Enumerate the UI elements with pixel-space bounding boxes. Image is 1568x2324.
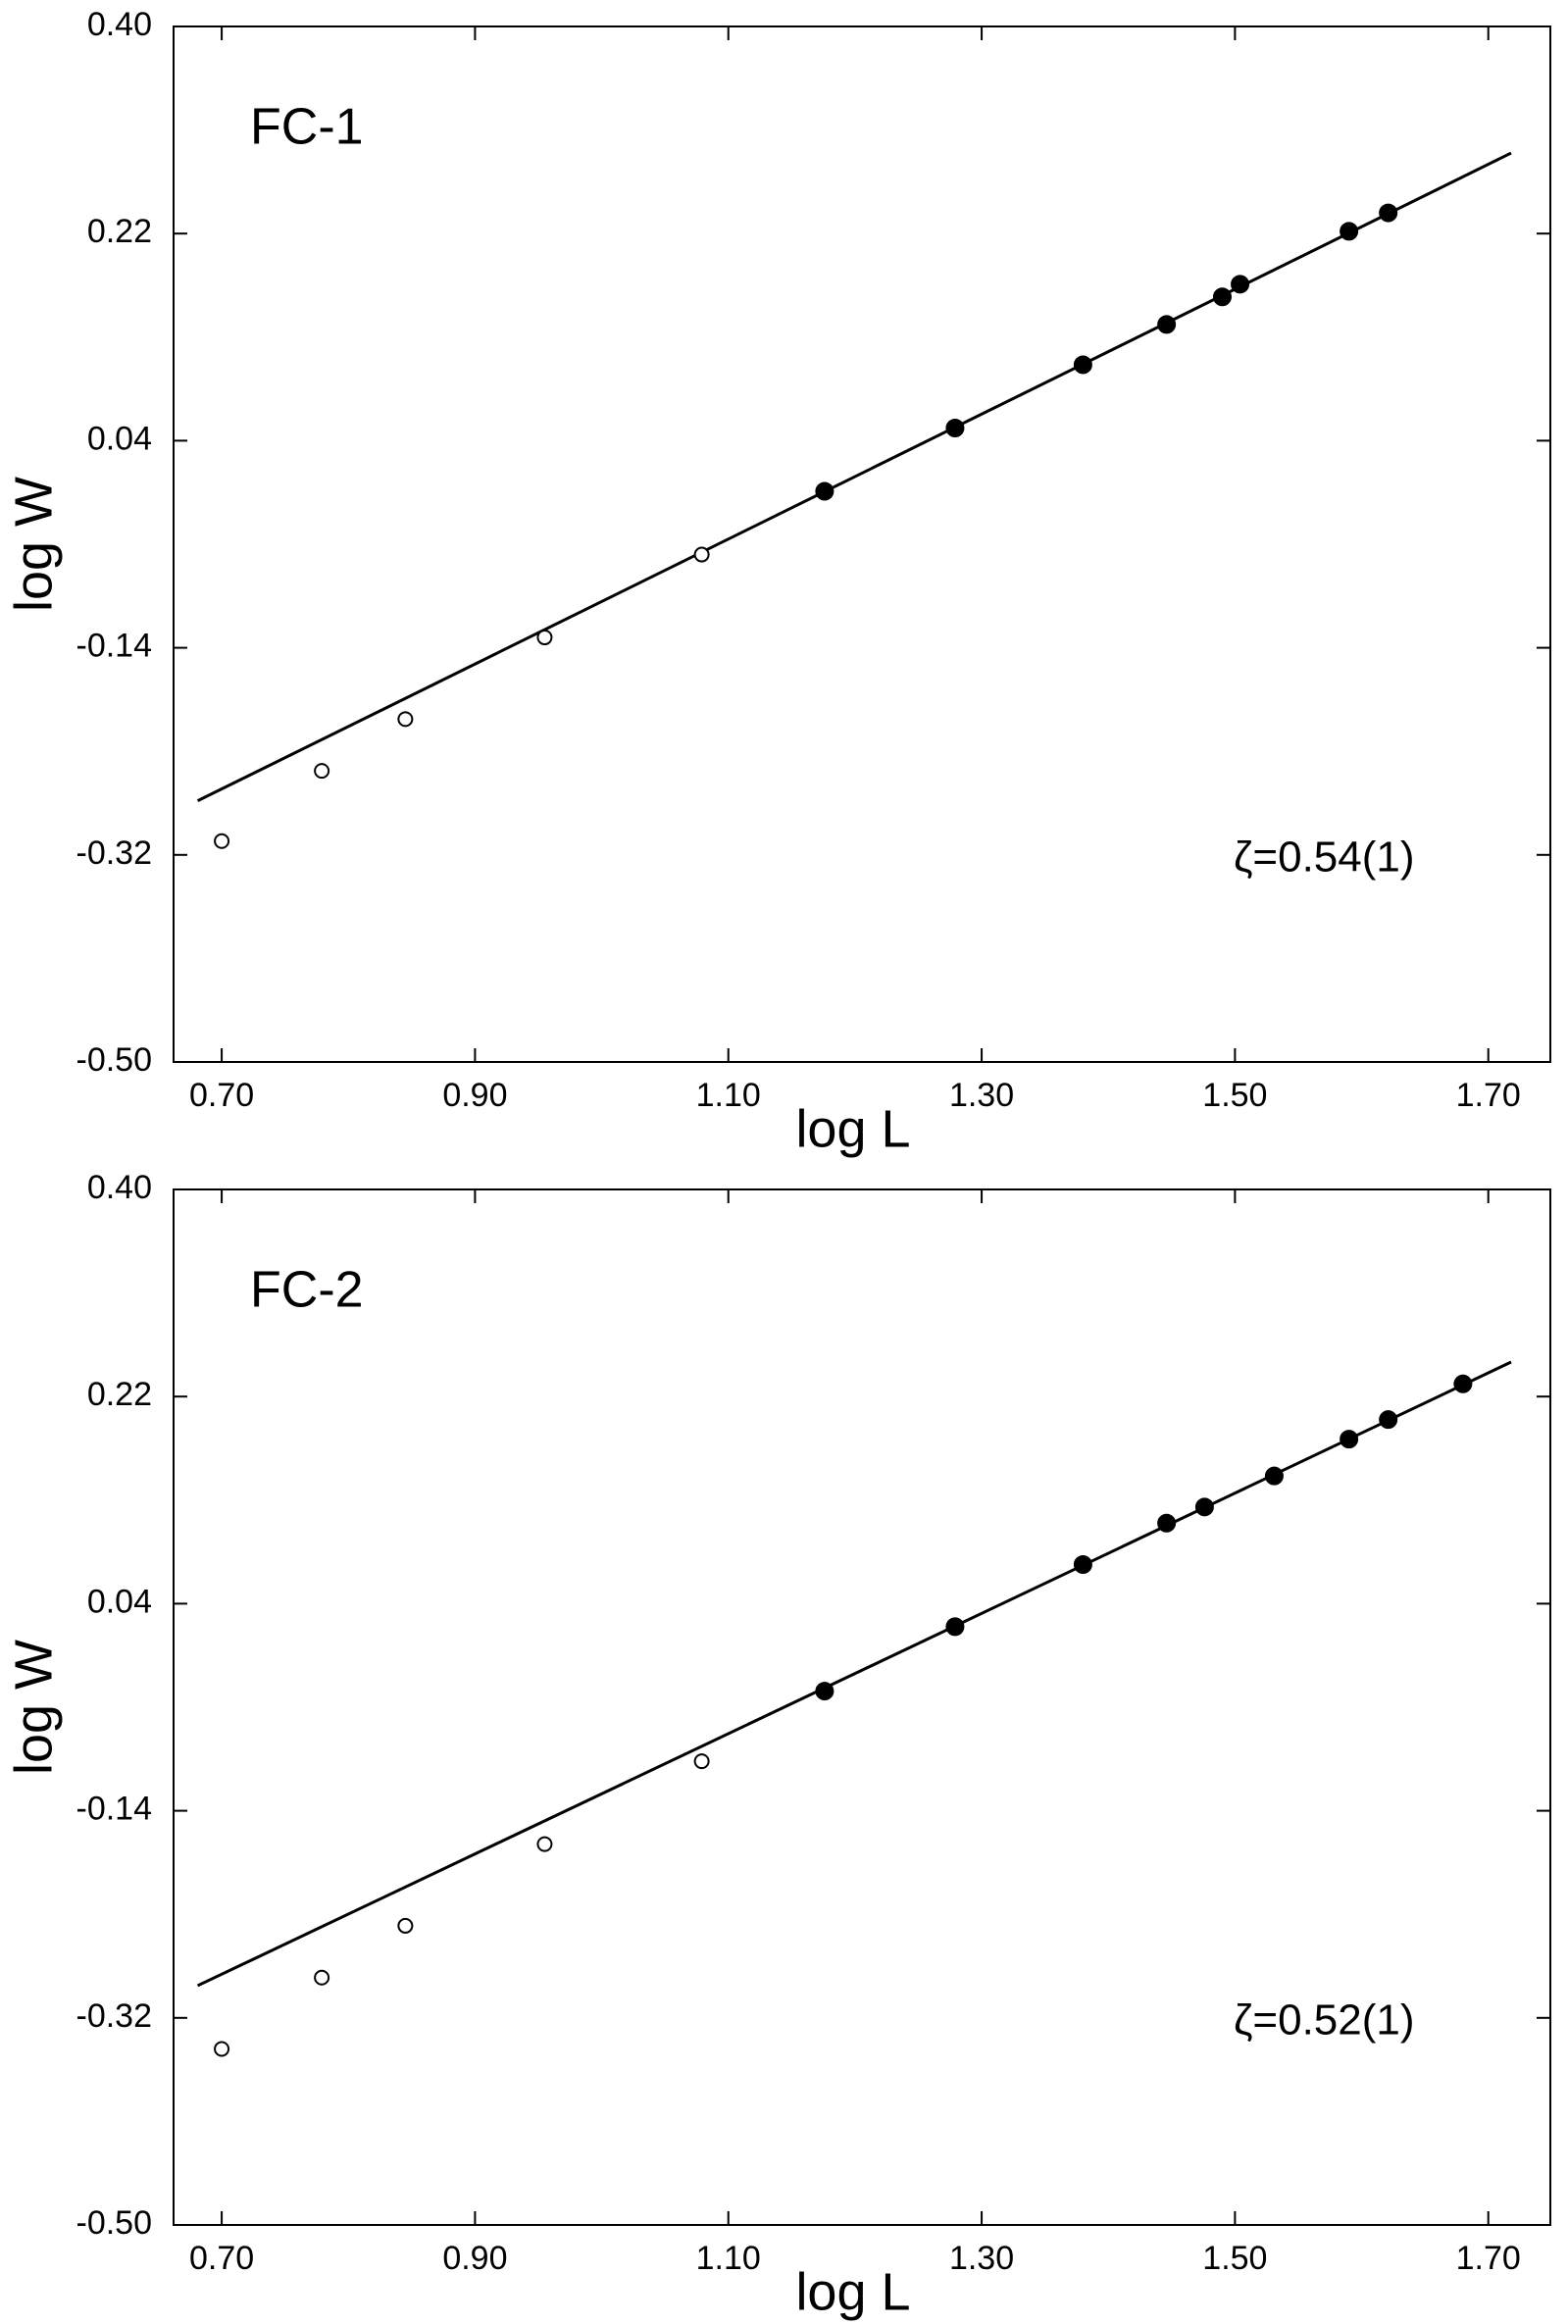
x-tick-label: 0.70: [189, 2240, 254, 2277]
x-tick-label: 1.10: [696, 2240, 761, 2277]
fit-line: [196, 151, 1512, 802]
filled-point: [1340, 1430, 1359, 1449]
filled-point: [1379, 1410, 1398, 1430]
y-tick-label: 0.40: [87, 6, 152, 43]
y-tick-label: 0.04: [87, 420, 152, 457]
panel-label: FC-1: [250, 99, 364, 156]
filled-point: [1194, 1497, 1214, 1517]
y-axis-label: log W: [4, 1640, 63, 1775]
open-point: [314, 1969, 330, 1986]
filled-point: [945, 1617, 965, 1637]
x-tick-label: 0.90: [442, 1077, 507, 1114]
filled-point: [1157, 1513, 1177, 1533]
filled-point: [1157, 315, 1177, 334]
x-tick-label: 0.70: [189, 1077, 254, 1114]
y-tick-label: -0.14: [76, 1791, 153, 1828]
filled-point: [1073, 355, 1092, 375]
y-tick-label: 0.22: [87, 1376, 152, 1413]
x-tick-label: 1.70: [1456, 1077, 1521, 1114]
filled-point: [1453, 1374, 1473, 1393]
open-point: [397, 711, 414, 728]
filled-point: [1340, 222, 1359, 241]
filled-point: [1231, 275, 1250, 294]
open-point: [536, 630, 553, 646]
filled-point: [815, 481, 835, 501]
plot-frame: [173, 25, 1551, 1063]
fit-line: [196, 1360, 1512, 1988]
open-point: [397, 1917, 414, 1934]
y-tick-label: -0.14: [76, 628, 153, 665]
y-tick-label: -0.32: [76, 1997, 153, 2035]
x-axis-label: log L: [795, 1099, 910, 1158]
filled-point: [1212, 287, 1232, 307]
open-point: [314, 763, 330, 780]
open-point: [693, 1753, 710, 1770]
x-tick-label: 1.30: [949, 1077, 1014, 1114]
open-point: [214, 833, 230, 849]
open-point: [536, 1836, 553, 1852]
y-tick-label: 0.04: [87, 1583, 152, 1620]
y-tick-label: 0.22: [87, 213, 152, 250]
x-tick-label: 1.50: [1202, 2240, 1267, 2277]
open-point: [214, 2041, 230, 2057]
filled-point: [1264, 1466, 1284, 1486]
x-tick-label: 0.90: [442, 2240, 507, 2277]
filled-point: [1073, 1555, 1092, 1575]
annotation: ζ=0.52(1): [1234, 1996, 1415, 2045]
y-tick-label: 0.40: [87, 1169, 152, 1206]
filled-point: [945, 418, 965, 437]
annotation: ζ=0.54(1): [1234, 834, 1415, 882]
x-axis-label: log L: [795, 2262, 910, 2321]
y-tick-label: -0.50: [76, 1041, 153, 1079]
filled-point: [1379, 203, 1398, 223]
x-tick-label: 1.10: [696, 1077, 761, 1114]
x-tick-label: 1.50: [1202, 1077, 1267, 1114]
x-tick-label: 1.30: [949, 2240, 1014, 2277]
y-tick-label: -0.50: [76, 2204, 153, 2242]
panel-label: FC-2: [250, 1262, 364, 1319]
open-point: [693, 546, 710, 563]
plot-frame: [173, 1188, 1551, 2226]
y-axis-label: log W: [4, 477, 63, 612]
filled-point: [815, 1682, 835, 1701]
y-tick-label: -0.32: [76, 834, 153, 872]
x-tick-label: 1.70: [1456, 2240, 1521, 2277]
